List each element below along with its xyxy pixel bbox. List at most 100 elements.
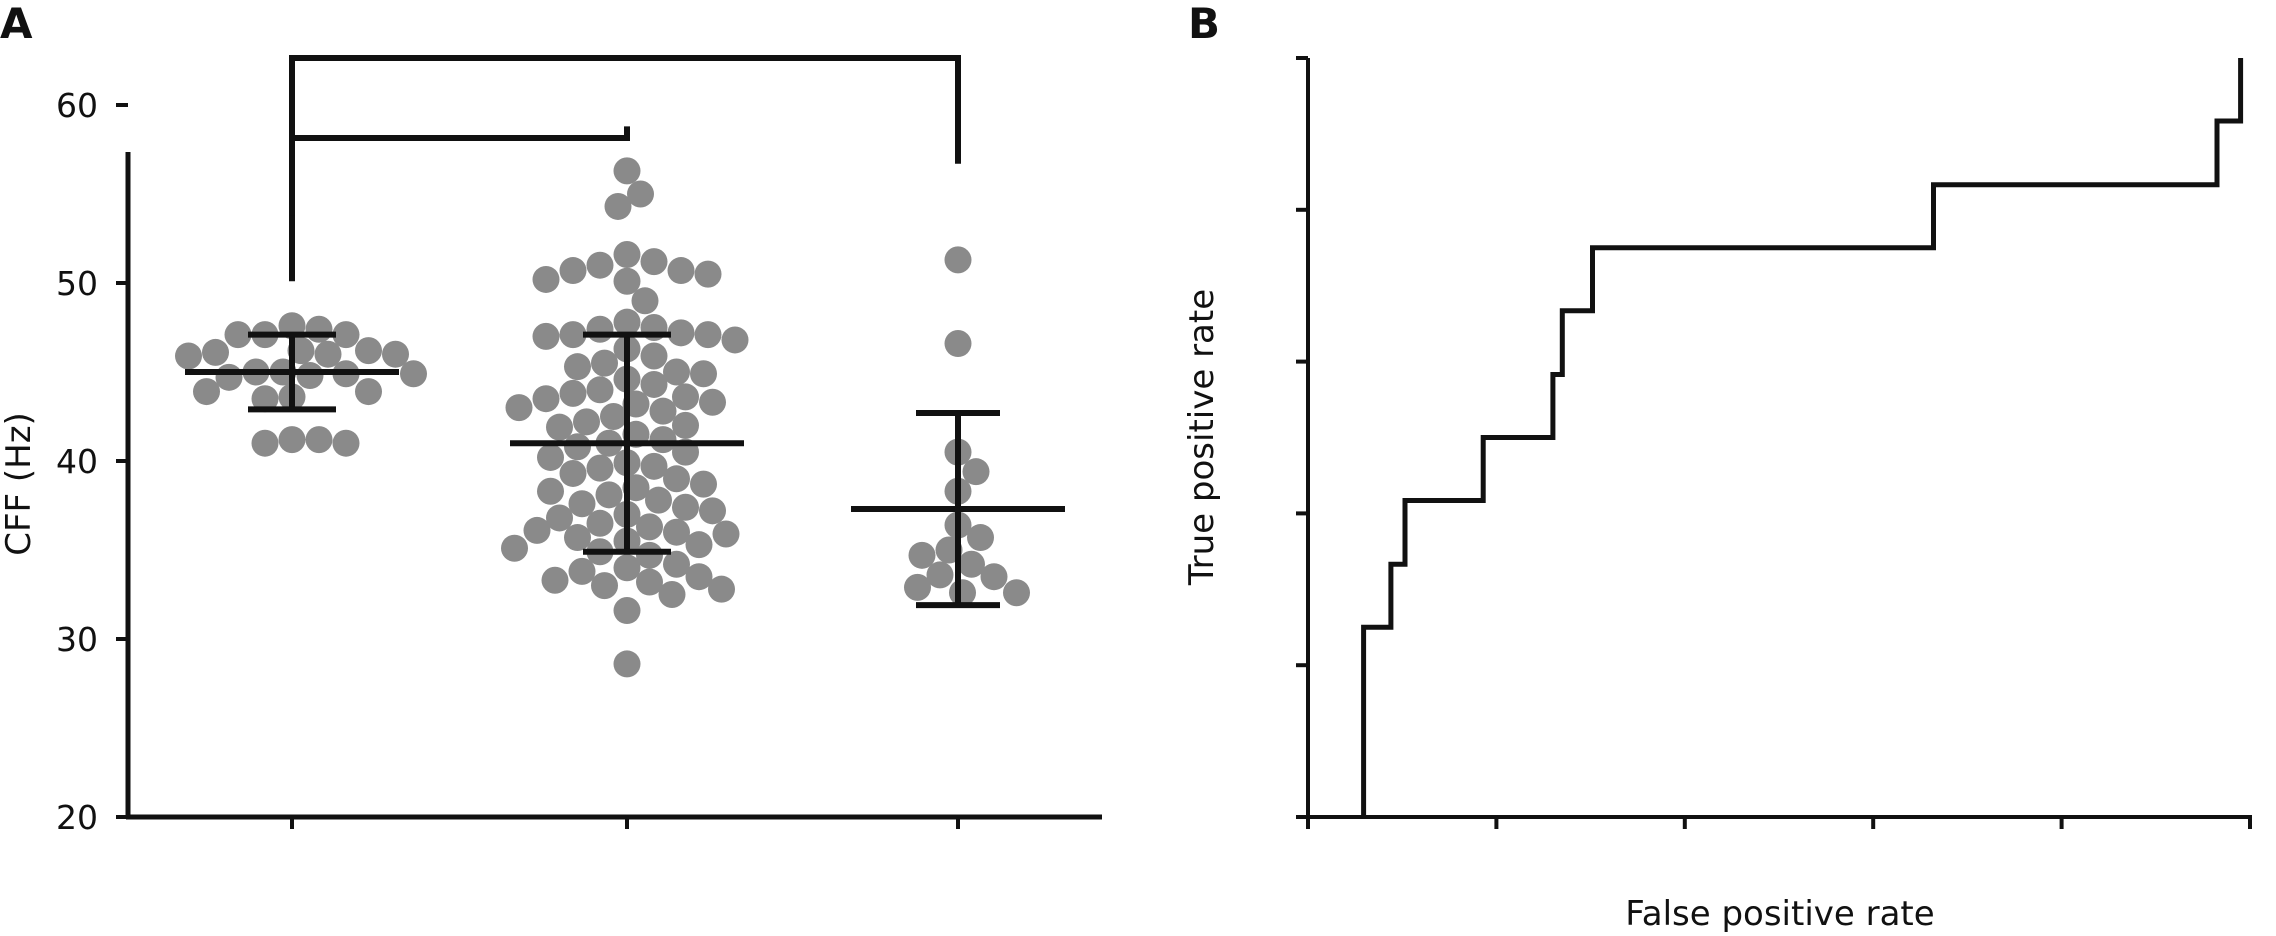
a-x-ticks <box>290 817 960 829</box>
a-data-point <box>568 557 596 585</box>
a-data-point <box>667 319 695 347</box>
a-y-tick-label: 60 <box>56 86 98 125</box>
a-data-point <box>215 363 243 391</box>
a-data-point <box>532 265 560 293</box>
a-data-point <box>685 563 713 591</box>
a-data-point <box>613 650 641 678</box>
a-data-point <box>672 411 699 439</box>
a-data-point <box>636 541 663 569</box>
a-data-point <box>627 180 654 208</box>
a-data-point <box>400 360 427 388</box>
a-y-tick-label: 30 <box>56 620 98 659</box>
a-data-point <box>332 429 360 457</box>
a-data-point <box>672 493 699 521</box>
a-data-point <box>636 568 663 596</box>
a-data-point <box>595 481 623 509</box>
panel-b-roc: False positive rate True positive rate <box>1182 56 2252 934</box>
a-data-point <box>944 330 972 358</box>
a-data-point <box>958 550 985 578</box>
a-data-point <box>532 385 560 413</box>
a-data-point <box>564 433 591 461</box>
a-data-point <box>980 563 1008 591</box>
a-data-point <box>721 326 749 354</box>
a-data-point <box>573 408 600 436</box>
a-data-point <box>278 426 306 454</box>
a-data-point <box>904 573 931 601</box>
a-data-point <box>649 426 677 454</box>
a-data-point <box>613 267 641 295</box>
a-y-tick-label: 20 <box>56 798 98 837</box>
b-y-ticks <box>1296 56 1308 819</box>
a-data-point <box>559 257 587 285</box>
a-significance-bracket <box>289 55 961 216</box>
a-data-point <box>251 385 279 413</box>
a-data-point <box>613 157 641 185</box>
a-data-point <box>645 486 672 514</box>
a-data-point <box>613 308 641 336</box>
a-data-point <box>305 426 333 454</box>
a-data-point <box>926 561 954 589</box>
a-data-point <box>523 516 551 544</box>
a-data-point <box>667 257 695 285</box>
a-data-point <box>305 315 333 343</box>
a-data-point <box>640 248 668 276</box>
a-data-point <box>546 504 573 532</box>
a-data-point <box>604 192 632 220</box>
a-data-point <box>193 378 220 406</box>
a-data-point <box>1003 579 1030 607</box>
a-data-point <box>944 246 972 274</box>
a-data-point <box>559 321 587 349</box>
a-data-point <box>690 470 717 498</box>
a-data-point <box>251 429 279 457</box>
a-data-point <box>949 579 976 607</box>
a-data-point <box>712 520 740 548</box>
a-data-point <box>613 597 641 625</box>
a-data-point <box>962 458 990 486</box>
a-data-point <box>694 260 722 288</box>
a-dots-layer <box>175 157 1030 678</box>
a-data-point <box>332 321 360 349</box>
roc-curve <box>1361 58 2244 817</box>
a-y-axis-title: CFF (Hz) <box>0 412 39 556</box>
a-data-point <box>631 287 659 315</box>
a-data-point <box>663 358 690 386</box>
a-data-point <box>658 581 686 608</box>
a-data-point <box>537 443 564 471</box>
a-data-point <box>532 322 560 350</box>
a-data-point <box>586 454 614 482</box>
a-data-point <box>699 388 726 416</box>
a-data-point <box>505 394 533 422</box>
a-data-point <box>568 490 596 518</box>
a-y-tick-label: 50 <box>56 264 98 303</box>
a-data-point <box>640 342 668 370</box>
a-data-point <box>636 513 663 541</box>
a-data-point <box>314 340 342 368</box>
a-data-point <box>202 338 229 366</box>
a-data-point <box>224 321 252 349</box>
a-data-point <box>559 379 587 407</box>
a-data-point <box>355 337 382 365</box>
a-data-point <box>663 550 690 578</box>
a-data-point <box>296 362 324 390</box>
a-data-point <box>600 403 627 430</box>
a-data-point <box>564 524 591 552</box>
a-significance-brackets <box>289 55 961 282</box>
a-data-point <box>559 459 587 487</box>
a-data-point <box>501 534 528 562</box>
a-data-point <box>685 531 713 559</box>
a-data-point <box>663 465 690 493</box>
a-data-point <box>586 315 614 343</box>
a-errorbars-layer <box>185 331 1065 609</box>
a-data-point <box>586 251 614 279</box>
a-data-point <box>613 554 641 582</box>
panel-b-letter: B <box>1188 0 1220 48</box>
a-data-point <box>908 541 936 569</box>
a-data-point <box>613 241 641 269</box>
a-data-point <box>663 518 690 546</box>
a-data-point <box>586 509 614 537</box>
a-data-point <box>967 524 994 552</box>
a-data-point <box>564 353 591 381</box>
a-data-point <box>382 340 409 368</box>
a-y-tick-label: 40 <box>56 442 98 481</box>
a-data-point <box>586 376 614 404</box>
